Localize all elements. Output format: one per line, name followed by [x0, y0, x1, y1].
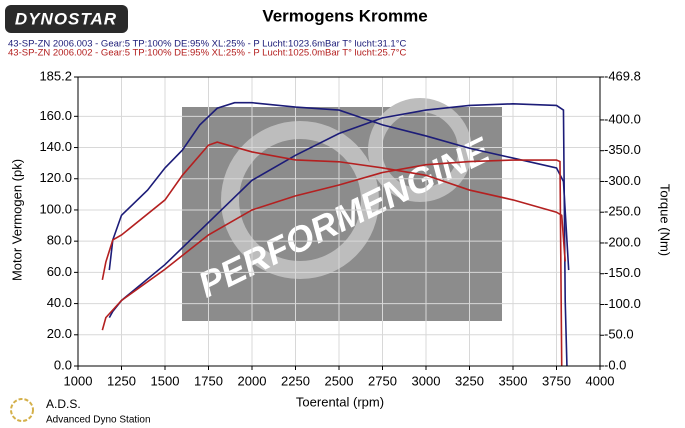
x-tick-label: 3250	[455, 373, 484, 388]
logo: DYNOSTAR	[15, 9, 117, 28]
series-line	[101, 159, 563, 367]
watermark-gear	[221, 121, 379, 279]
y-tick-label: 0.0	[54, 357, 72, 372]
run-label: 43-SP-ZN 2006.002 - Gear:5 TP:100% DE:95…	[8, 48, 407, 59]
y-tick-label: 100.0	[39, 201, 72, 216]
y2-tick-label: -350.0	[604, 142, 641, 157]
y-tick-label: 20.0	[47, 326, 72, 341]
y-axis-label: Motor Vermogen (pk)	[9, 159, 24, 281]
x-tick-label: 3500	[499, 373, 528, 388]
y2-tick-label: -250.0	[604, 204, 641, 219]
series-line	[108, 103, 568, 367]
y2-tick-label: -200.0	[604, 234, 641, 249]
y2-tick-label: -400.0	[604, 111, 641, 126]
y-tick-label: 185.2	[39, 68, 72, 83]
series-line	[101, 141, 566, 281]
y2-tick-label: -469.8	[604, 68, 641, 83]
y2-tick-label: -300.0	[604, 173, 641, 188]
logo-box	[5, 5, 128, 33]
x-axis-label: Toerental (rpm)	[296, 394, 384, 409]
chart-title: Vermogens Kromme	[262, 6, 427, 25]
series-line	[108, 101, 570, 271]
y-tick-label: 140.0	[39, 139, 72, 154]
x-tick-label: 2750	[368, 373, 397, 388]
x-tick-label: 3750	[542, 373, 571, 388]
footer-logo-icon	[10, 398, 34, 422]
y-tick-label: 60.0	[47, 264, 72, 279]
watermark: PERFORMENGINE	[182, 98, 502, 321]
y-tick-label: 80.0	[47, 233, 72, 248]
y2-tick-label: -100.0	[604, 296, 641, 311]
y2-tick-label: -0.0	[604, 357, 626, 372]
watermark-gear	[368, 98, 472, 202]
x-tick-label: 4000	[586, 373, 615, 388]
footer-text: Advanced Dyno Station	[46, 415, 151, 426]
y-tick-label: 40.0	[47, 295, 72, 310]
x-tick-label: 2250	[281, 373, 310, 388]
x-tick-label: 1500	[151, 373, 180, 388]
x-tick-label: 2500	[325, 373, 354, 388]
plot-frame	[77, 76, 601, 367]
x-tick-label: 3000	[412, 373, 441, 388]
y-tick-label: 160.0	[39, 108, 72, 123]
y2-axis-label: Torque (Nm)	[658, 184, 673, 256]
y-tick-label: 120.0	[39, 170, 72, 185]
run-label: 43-SP-ZN 2006.003 - Gear:5 TP:100% DE:95…	[8, 39, 407, 50]
x-tick-label: 1250	[107, 373, 136, 388]
y2-tick-label: -150.0	[604, 265, 641, 280]
x-tick-label: 1000	[64, 373, 93, 388]
x-tick-label: 2000	[238, 373, 267, 388]
y2-tick-label: -50.0	[604, 327, 634, 342]
x-tick-label: 1750	[194, 373, 223, 388]
footer-logo: A.D.S.	[46, 397, 81, 411]
